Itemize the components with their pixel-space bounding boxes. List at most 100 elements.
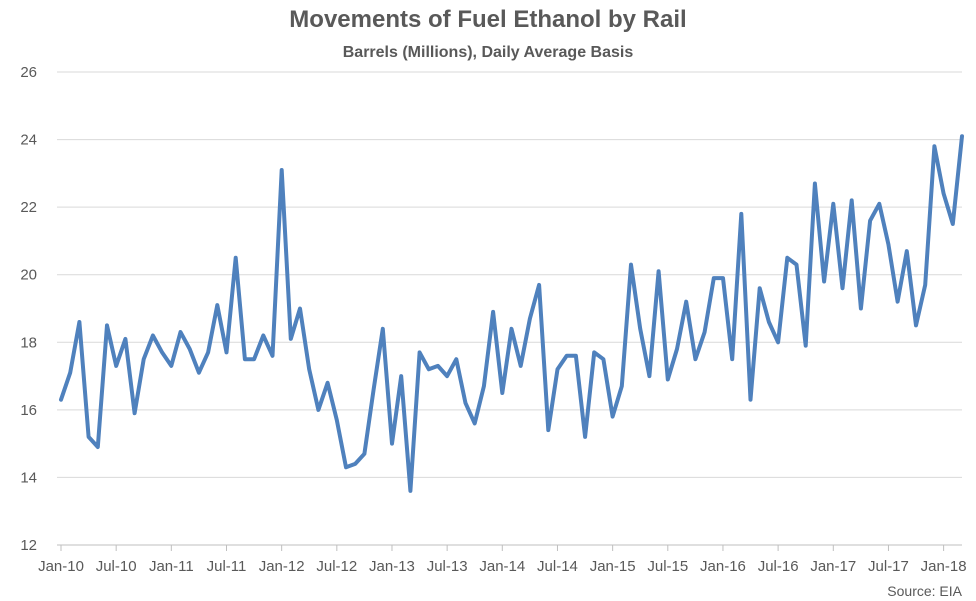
data-point [804, 344, 807, 347]
data-point [216, 304, 219, 307]
data-point [694, 358, 697, 361]
data-point [620, 385, 623, 388]
data-point [832, 202, 835, 205]
data-point [712, 277, 715, 280]
data-point [574, 354, 577, 357]
x-tick-label: Jul-17 [868, 558, 909, 575]
data-point [418, 351, 421, 354]
data-point [105, 324, 108, 327]
data-point [749, 398, 752, 401]
data-point [317, 408, 320, 411]
x-tick-label: Jul-16 [758, 558, 799, 575]
data-point [887, 243, 890, 246]
data-point [951, 223, 954, 226]
data-point [326, 381, 329, 384]
data-point [519, 364, 522, 367]
data-point [427, 368, 430, 371]
data-point [409, 489, 412, 492]
y-tick-label: 14 [20, 469, 37, 486]
data-point [942, 192, 945, 195]
data-point [510, 327, 513, 330]
data-point [482, 385, 485, 388]
chart-subtitle: Barrels (Millions), Daily Average Basis [342, 44, 634, 61]
x-tick-label: Jul-14 [537, 558, 578, 575]
x-tick-label: Jan-15 [590, 558, 636, 575]
x-tick-label: Jul-15 [647, 558, 688, 575]
data-point [556, 368, 559, 371]
data-point [657, 270, 660, 273]
data-point [372, 388, 375, 391]
data-point [777, 341, 780, 344]
x-tick-label: Jan-16 [700, 558, 746, 575]
data-point [584, 435, 587, 438]
data-point [869, 219, 872, 222]
data-point [547, 429, 550, 432]
y-tick-label: 16 [20, 402, 37, 419]
y-tick-label: 20 [20, 267, 37, 284]
data-point [446, 375, 449, 378]
y-tick-label: 26 [20, 64, 37, 81]
data-point [299, 307, 302, 310]
data-point [528, 317, 531, 320]
data-point [151, 334, 154, 337]
y-tick-label: 22 [20, 199, 37, 216]
data-point [253, 358, 256, 361]
data-point [115, 364, 118, 367]
data-point [124, 337, 127, 340]
data-point [630, 263, 633, 266]
data-point [501, 391, 504, 394]
data-point [611, 415, 614, 418]
data-point [675, 348, 678, 351]
data-point [721, 277, 724, 280]
data-point [905, 250, 908, 253]
data-point [381, 327, 384, 330]
data-point [234, 256, 237, 259]
data-point [96, 446, 99, 449]
x-tick-label: Jan-13 [369, 558, 415, 575]
data-point [436, 364, 439, 367]
chart-title: Movements of Fuel Ethanol by Rail [289, 6, 687, 33]
x-tick-label: Jan-10 [38, 558, 84, 575]
data-point [335, 418, 338, 421]
data-point [859, 307, 862, 310]
data-point [308, 368, 311, 371]
data-point [464, 402, 467, 405]
data-point [354, 462, 357, 465]
data-point [161, 351, 164, 354]
x-tick-label: Jan-18 [921, 558, 967, 575]
data-point [78, 321, 81, 324]
data-point [207, 351, 210, 354]
data-point [933, 145, 936, 148]
data-point [188, 348, 191, 351]
data-point [666, 378, 669, 381]
data-point [142, 358, 145, 361]
data-point [740, 212, 743, 215]
data-point [197, 371, 200, 374]
data-point [639, 327, 642, 330]
y-tick-label: 24 [20, 132, 37, 149]
data-point [473, 422, 476, 425]
y-tick-label: 12 [20, 537, 37, 554]
data-point [262, 334, 265, 337]
data-point [602, 358, 605, 361]
data-point [271, 354, 274, 357]
data-point [593, 351, 596, 354]
x-tick-label: Jan-14 [479, 558, 525, 575]
data-point [133, 412, 136, 415]
x-tick-label: Jan-12 [259, 558, 305, 575]
data-point [170, 364, 173, 367]
x-tick-label: Jul-11 [207, 558, 247, 575]
series-line [59, 134, 964, 493]
data-point [492, 310, 495, 313]
data-point [878, 202, 881, 205]
data-point [896, 300, 899, 303]
y-tick-label: 18 [20, 334, 37, 351]
data-point [60, 398, 63, 401]
data-point [225, 351, 228, 354]
data-point [565, 354, 568, 357]
x-tick-label: Jul-10 [96, 558, 137, 575]
data-point [243, 358, 246, 361]
x-tick-label: Jul-13 [427, 558, 468, 575]
x-tick-label: Jan-17 [810, 558, 856, 575]
data-point [289, 337, 292, 340]
